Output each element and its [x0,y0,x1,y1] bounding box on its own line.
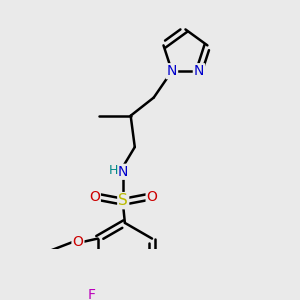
Text: F: F [87,288,95,300]
Text: H: H [109,164,118,177]
Text: O: O [89,190,100,204]
Text: N: N [194,64,204,78]
Text: O: O [147,190,158,204]
Text: O: O [73,235,83,249]
Text: N: N [118,165,128,179]
Text: N: N [167,64,177,78]
Text: S: S [118,193,128,208]
